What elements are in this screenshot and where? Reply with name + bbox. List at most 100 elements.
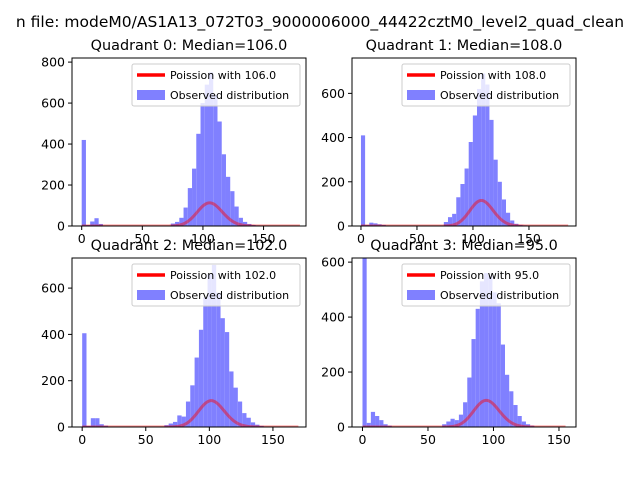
histogram-bar [530,425,535,427]
y-tick-label: 400 [321,310,345,325]
histogram-bar [103,425,109,427]
x-tick-label: 0 [359,432,367,447]
y-tick-label: 0 [57,219,65,234]
histogram-bar [456,197,461,226]
y-tick-label: 400 [41,137,65,152]
histogram-bar [99,424,104,427]
histogram-bar [373,223,378,226]
histogram-bar [233,387,238,427]
histogram-bar [489,119,494,226]
histogram-bar [458,414,464,427]
histogram-bar [175,221,180,226]
histogram-bar [493,159,498,226]
poisson-curve [360,198,569,226]
y-tick-label: 600 [321,255,345,270]
x-tick-label: 50 [134,231,150,246]
histogram-bars [360,73,527,226]
histogram-bar [525,424,531,427]
histogram-bar [505,374,510,427]
histogram-bar [211,264,217,427]
histogram-bar [86,425,91,427]
histogram-bar [229,371,234,427]
histogram-bar [224,332,230,427]
axes-frame [71,57,307,227]
histogram-bar [230,191,235,226]
histogram-bar [360,135,366,226]
histogram-bar [475,308,480,427]
histogram-bar [496,303,501,427]
histogram-bar [377,224,382,226]
y-tick-label: 400 [41,327,65,342]
axes-frame [351,257,577,428]
histogram-bar [383,424,388,427]
histogram-bar [172,421,178,427]
histogram-bar [246,417,251,427]
axes-frame [71,257,307,428]
histogram-bar [81,139,86,226]
legend: Poission with 106.0 Observed distribution [131,63,301,107]
x-tick-label: 0 [78,432,86,447]
histogram-bar [452,213,457,226]
x-tick-label: 0 [357,231,365,246]
histogram-bar [234,206,239,226]
axes-frame [351,57,577,227]
histogram-bar [247,223,252,226]
legend-bar-swatch [407,90,435,100]
subplot-title: Quadrant 2: Median=102.0 [91,238,288,254]
histogram-bar [463,402,468,427]
histogram-bar [220,318,225,427]
histogram-bar [187,188,193,226]
histogram-bar [209,72,214,226]
histogram-bar [185,401,191,427]
histogram-bar [485,84,490,226]
histogram-bar [90,418,96,427]
legend: Poission with 95.0 Observed distribution [401,263,571,307]
histogram-bar [95,418,100,427]
x-tick-label: 100 [482,432,506,447]
histogram-bar [369,222,374,226]
histogram-bar [238,217,243,226]
x-tick-label: 100 [191,231,215,246]
histogram-bar [221,154,226,226]
legend-label-model: Poission with 108.0 [440,69,546,82]
histogram-bar [196,133,201,226]
histogram-bar [259,425,264,427]
histogram-bar [198,329,204,427]
subplot-quadrant-2: Quadrant 2: Median=102.0 0 50 100 150 0 200 400… [41,238,307,447]
x-tick-label: 50 [420,432,436,447]
histogram-bar [497,181,502,226]
histogram-bar [464,168,469,226]
subplot-quadrant-1: Quadrant 1: Median=108.0 0 50 100 150 0 200 400… [321,38,577,246]
histogram-bar [217,121,222,226]
y-tick-label: 400 [321,130,345,145]
histogram-bar [472,115,477,226]
histogram-bar [513,405,518,427]
histogram-bar [242,413,247,427]
y-tick-label: 0 [57,420,65,435]
y-tick-label: 600 [41,96,65,111]
legend: Poission with 108.0 Observed distribution [401,63,571,107]
subplot-title: Quadrant 1: Median=108.0 [366,38,563,54]
x-tick-label: 150 [261,432,285,447]
y-tick-label: 800 [41,55,65,70]
histogram-bar [179,217,184,226]
legend-box [401,63,571,107]
histogram-bar [237,401,243,427]
histogram-bar [381,224,386,226]
histogram-bar [484,273,489,427]
histogram-bar [250,422,256,427]
y-tick-label: 0 [337,420,345,435]
histogram-bar [183,207,188,226]
legend-bar-swatch [137,290,165,300]
histogram-bar [225,176,231,226]
histogram-bar [509,391,514,427]
histogram-bar [467,377,472,427]
histogram-bar [506,212,511,226]
histogram-bar [476,88,482,226]
histogram-bar [207,274,212,427]
subplot-title: Quadrant 0: Median=106.0 [91,38,288,54]
histogram-bar [190,385,195,427]
histogram-bar [460,184,465,226]
x-tick-label: 150 [547,432,571,447]
x-tick-label: 0 [78,231,86,246]
